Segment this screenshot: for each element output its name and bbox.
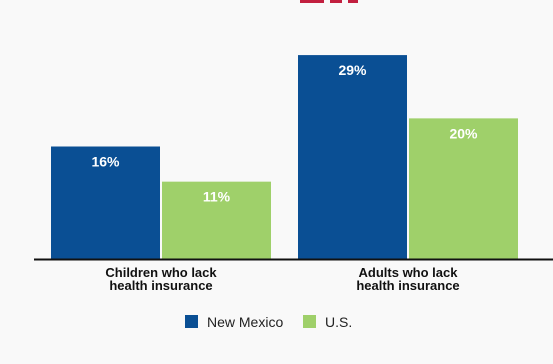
legend-label: U.S.	[325, 314, 352, 330]
top-accent-mark	[330, 0, 342, 3]
data-label: 11%	[203, 189, 231, 205]
top-accent-mark	[300, 0, 324, 3]
data-label: 20%	[449, 125, 478, 141]
bar	[162, 181, 271, 259]
top-accent-mark	[348, 0, 358, 3]
category-label: Adults who lack	[359, 265, 459, 280]
bar	[298, 55, 407, 259]
data-label: 16%	[91, 154, 120, 170]
data-label: 29%	[338, 62, 367, 78]
bar	[409, 118, 518, 259]
category-label: health insurance	[356, 278, 459, 293]
category-label: Children who lack	[105, 265, 217, 280]
legend-swatch	[303, 315, 316, 328]
category-label: health insurance	[109, 278, 212, 293]
legend-label: New Mexico	[207, 314, 283, 330]
legend-swatch	[185, 315, 198, 328]
bar	[51, 146, 160, 259]
